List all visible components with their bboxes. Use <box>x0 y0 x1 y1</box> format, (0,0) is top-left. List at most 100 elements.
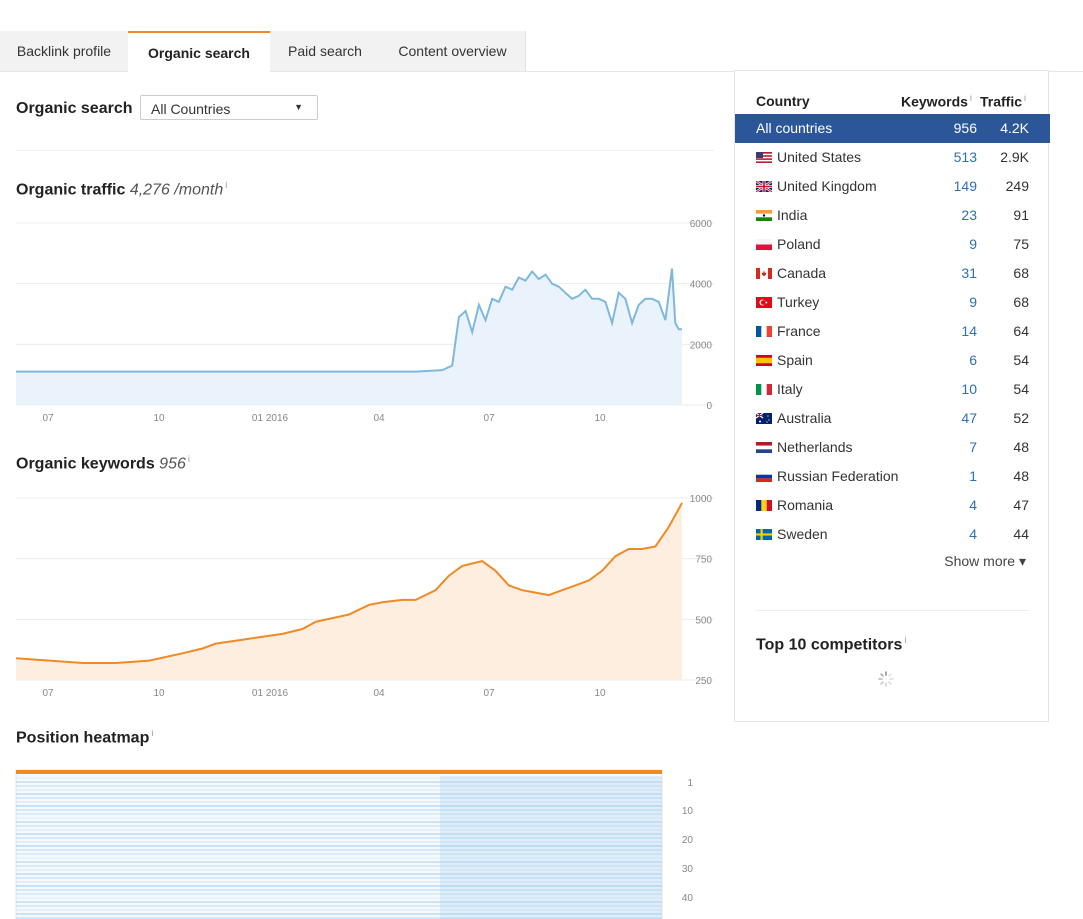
country-keywords[interactable]: 956 <box>953 120 977 136</box>
show-more-link[interactable]: Show more ▾ <box>944 553 1026 569</box>
y-tick-label: 4000 <box>690 280 713 291</box>
tab-label: Paid search <box>288 43 362 59</box>
heatmap-band <box>16 869 662 871</box>
caret-down-icon: ▼ <box>294 102 303 112</box>
country-name: All countries <box>756 120 833 136</box>
info-icon[interactable]: i <box>225 180 228 190</box>
country-keywords[interactable]: 9 <box>969 294 977 310</box>
country-row[interactable]: Netherlands 7 48 <box>735 433 1050 462</box>
country-keywords[interactable]: 23 <box>961 207 977 223</box>
country-row[interactable]: Australia 47 52 <box>735 404 1050 433</box>
y-tick-label: 500 <box>695 615 712 626</box>
y-tick-label: 750 <box>695 555 712 566</box>
keywords-header[interactable]: Keywords i <box>901 93 972 110</box>
heatmap-band <box>16 909 662 911</box>
flag-se-icon <box>756 529 772 540</box>
country-row[interactable]: Turkey 9 68 <box>735 288 1050 317</box>
country-keywords[interactable]: 10 <box>961 381 977 397</box>
y-tick-label: 1000 <box>690 494 713 505</box>
heatmap-band <box>16 857 662 859</box>
heatmap-dense-region <box>440 776 662 919</box>
country-row[interactable]: Russian Federation 1 48 <box>735 462 1050 491</box>
country-name: Turkey <box>777 294 820 310</box>
x-tick-label: 04 <box>373 413 385 424</box>
flag-ro-icon <box>756 500 772 511</box>
heatmap-band <box>16 849 662 851</box>
country-name: Russian Federation <box>777 468 899 484</box>
x-tick-label: 07 <box>483 688 495 699</box>
info-icon[interactable]: i <box>187 454 190 464</box>
x-tick-label: 10 <box>153 688 165 699</box>
heatmap-band <box>16 865 662 867</box>
y-tick-label: 6000 <box>690 219 713 230</box>
heatmap-band <box>16 877 662 879</box>
country-row[interactable]: Poland 9 75 <box>735 230 1050 259</box>
series-line <box>16 268 682 373</box>
flag-uk-icon <box>756 181 772 192</box>
country-row[interactable]: Italy 10 54 <box>735 375 1050 404</box>
country-traffic: 68 <box>1013 294 1029 310</box>
heatmap-band <box>16 861 662 863</box>
country-traffic: 48 <box>1013 439 1029 455</box>
country-row[interactable]: All countries 956 4.2K <box>735 114 1050 143</box>
info-icon: i <box>969 93 972 103</box>
y-tick-label: 30 <box>682 864 694 875</box>
country-row[interactable]: Sweden 4 44 <box>735 520 1050 549</box>
country-row[interactable]: Romania 4 47 <box>735 491 1050 520</box>
country-keywords[interactable]: 149 <box>953 178 977 194</box>
country-name: Poland <box>777 236 821 252</box>
flag-es-icon <box>756 355 772 366</box>
traffic-header[interactable]: Traffic i <box>980 93 1027 110</box>
heatmap-band <box>16 829 662 831</box>
country-keywords[interactable]: 14 <box>961 323 977 339</box>
flag-it-icon <box>756 384 772 395</box>
country-keywords[interactable]: 4 <box>969 497 977 513</box>
country-traffic: 44 <box>1013 526 1029 542</box>
heatmap-band <box>16 853 662 855</box>
country-keywords[interactable]: 47 <box>961 410 977 426</box>
heatmap-band <box>16 885 662 887</box>
country-row[interactable]: United States 513 2.9K <box>735 143 1050 172</box>
info-icon[interactable]: i <box>151 728 154 738</box>
country-traffic: 64 <box>1013 323 1029 339</box>
country-keywords[interactable]: 1 <box>969 468 977 484</box>
series-line <box>15 502 683 664</box>
country-keywords[interactable]: 6 <box>969 352 977 368</box>
y-tick-label: 0 <box>706 401 712 412</box>
tab-organic-search[interactable]: Organic search <box>128 31 271 72</box>
heatmap-band <box>16 845 662 847</box>
country-keywords[interactable]: 31 <box>961 265 977 281</box>
position-heatmap-title: Position heatmap i <box>16 728 154 747</box>
y-tick-label: 40 <box>682 893 694 904</box>
tab-backlink-profile[interactable]: Backlink profile <box>0 31 129 71</box>
country-keywords[interactable]: 7 <box>969 439 977 455</box>
country-header[interactable]: Country <box>756 93 810 109</box>
info-icon[interactable]: i <box>904 635 907 645</box>
country-keywords[interactable]: 9 <box>969 236 977 252</box>
country-row[interactable]: Spain 6 54 <box>735 346 1050 375</box>
country-row[interactable]: Canada 31 68 <box>735 259 1050 288</box>
country-select-value: All Countries <box>151 101 231 117</box>
country-row[interactable]: United Kingdom 149 249 <box>735 172 1050 201</box>
heatmap-band <box>16 893 662 895</box>
tab-content-overview[interactable]: Content overview <box>380 31 526 71</box>
x-tick-label: 07 <box>42 413 54 424</box>
country-row[interactable]: India 23 91 <box>735 201 1050 230</box>
area-fill <box>16 268 682 405</box>
x-tick-label: 10 <box>594 688 606 699</box>
country-keywords[interactable]: 513 <box>953 149 977 165</box>
loading-spinner-icon <box>878 671 894 687</box>
tab-label: Content overview <box>398 43 507 59</box>
country-traffic: 54 <box>1013 352 1029 368</box>
heatmap-band <box>16 797 662 799</box>
heatmap-band <box>16 841 662 843</box>
country-name: India <box>777 207 808 223</box>
tab-bar: Backlink profile Organic search Paid sea… <box>0 31 1083 72</box>
country-keywords[interactable]: 4 <box>969 526 977 542</box>
tab-paid-search[interactable]: Paid search <box>270 31 381 71</box>
country-row[interactable]: France 14 64 <box>735 317 1050 346</box>
x-tick-label: 01 2016 <box>252 688 289 699</box>
flag-nl-icon <box>756 442 772 453</box>
organic-keywords-chart: 1000 750 500 250 07 10 01 2016 04 07 10 <box>15 494 714 699</box>
country-select[interactable]: All Countries ▼ <box>140 95 318 120</box>
